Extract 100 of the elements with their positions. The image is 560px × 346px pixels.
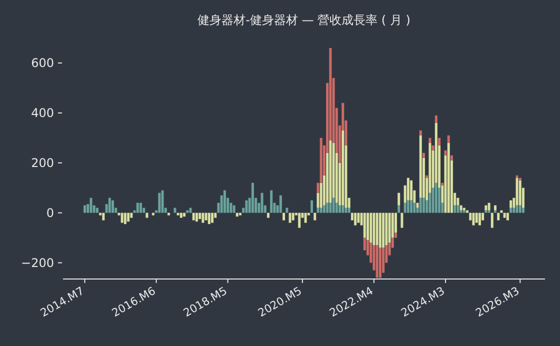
bar <box>398 192 400 206</box>
bar <box>438 138 441 146</box>
bar <box>378 248 382 278</box>
bar <box>490 212 494 228</box>
bar <box>211 212 214 223</box>
bar <box>462 208 466 210</box>
bar <box>419 198 422 213</box>
chart-title: 健身器材-健身器材 — 營收成長率 ( 月 ) <box>198 13 410 27</box>
bar <box>198 212 202 220</box>
bar <box>332 198 335 213</box>
bar <box>434 115 438 123</box>
bar <box>419 135 422 198</box>
bar <box>444 150 447 156</box>
bar <box>366 212 369 240</box>
bar <box>382 212 385 248</box>
bar <box>372 212 376 246</box>
bar <box>516 205 518 213</box>
bar <box>102 212 105 220</box>
bar <box>304 212 307 223</box>
bar <box>432 145 434 150</box>
bar <box>180 212 182 218</box>
bar <box>354 212 357 226</box>
bar <box>298 212 301 228</box>
bar <box>512 208 516 213</box>
bar <box>434 182 438 213</box>
bar <box>410 200 413 213</box>
bar <box>518 178 522 180</box>
bar <box>152 212 154 216</box>
bar <box>394 232 397 238</box>
bar <box>251 182 254 213</box>
bar <box>522 208 524 213</box>
bar <box>192 212 195 220</box>
bar <box>378 212 382 248</box>
bar <box>441 182 444 186</box>
bar <box>140 202 142 213</box>
bar <box>292 212 294 220</box>
bar <box>202 212 204 223</box>
bar <box>326 202 329 213</box>
bar <box>456 205 460 213</box>
bar <box>404 202 406 213</box>
bar <box>460 205 462 210</box>
bar <box>410 180 413 200</box>
bar <box>516 178 518 206</box>
bar <box>419 130 422 136</box>
bar <box>450 155 453 160</box>
bar <box>286 208 288 213</box>
bar <box>500 210 503 213</box>
bar <box>376 245 378 278</box>
bar <box>232 205 236 213</box>
bar <box>422 152 425 158</box>
bar <box>503 212 506 218</box>
bar <box>208 212 210 224</box>
bar <box>466 210 468 213</box>
bar <box>342 205 344 213</box>
bar <box>279 195 282 213</box>
bar <box>96 208 98 213</box>
bar <box>357 212 360 223</box>
bar <box>158 192 161 213</box>
bar <box>348 208 350 213</box>
bar <box>161 190 164 213</box>
bar <box>506 212 509 220</box>
bar <box>484 205 488 210</box>
bar <box>388 212 391 243</box>
bar <box>406 200 410 213</box>
bar <box>475 212 478 223</box>
bar <box>183 212 186 217</box>
bar <box>270 190 273 213</box>
bar <box>344 208 348 213</box>
bar <box>497 212 500 220</box>
bar <box>124 212 126 224</box>
bar <box>447 142 450 213</box>
bar <box>204 212 208 220</box>
bar <box>195 212 198 222</box>
bar <box>510 208 512 213</box>
y-tick-label: −200 <box>21 256 54 270</box>
bar <box>413 202 416 213</box>
y-tick-label: 400 <box>31 106 54 120</box>
bar <box>510 200 512 208</box>
bar <box>342 130 344 206</box>
bar <box>478 212 481 226</box>
bar <box>488 202 490 210</box>
bar <box>370 212 372 243</box>
bar <box>426 175 428 178</box>
bar <box>245 200 248 213</box>
bar <box>484 210 488 213</box>
bar <box>167 212 170 216</box>
bar <box>518 180 522 206</box>
bar <box>422 198 425 213</box>
y-tick-label: 600 <box>31 56 54 70</box>
bar <box>136 202 139 213</box>
bar <box>428 138 432 143</box>
bar <box>266 212 270 218</box>
bar <box>494 210 496 213</box>
bar <box>146 212 148 218</box>
bar <box>223 190 226 213</box>
bar <box>310 200 314 213</box>
bar <box>447 135 450 143</box>
bar <box>376 212 378 246</box>
bar <box>363 212 366 238</box>
bar <box>239 212 242 216</box>
